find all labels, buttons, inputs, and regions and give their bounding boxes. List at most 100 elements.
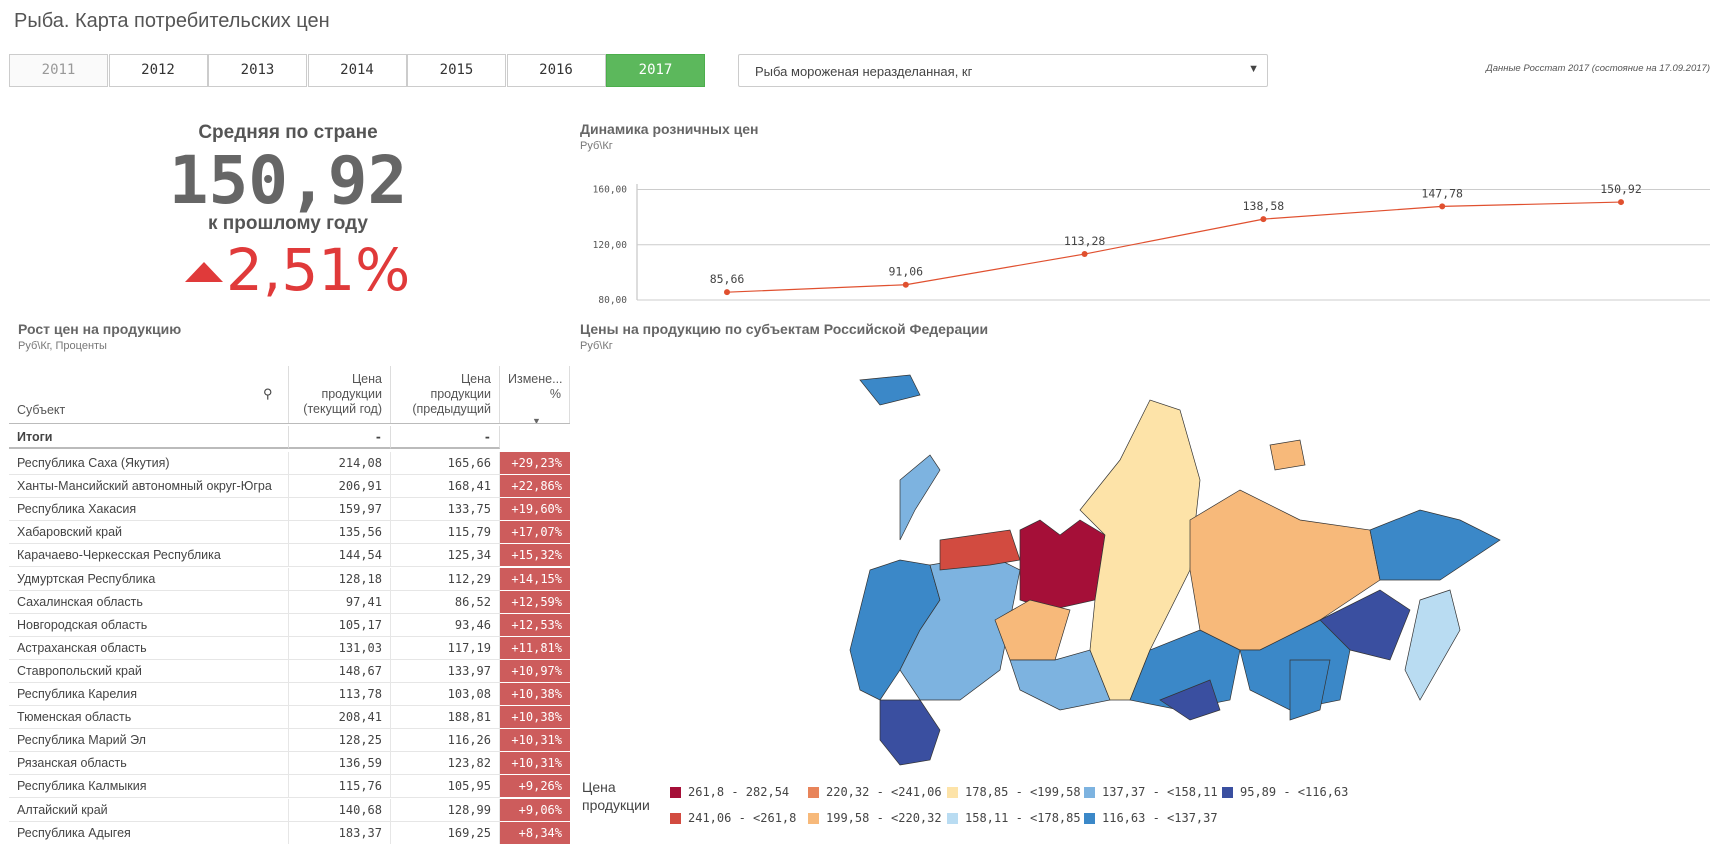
point	[724, 289, 730, 296]
header-rule	[9, 423, 570, 424]
year-tab[interactable]: 2013	[208, 54, 307, 87]
table-cell: Республика Карелия	[9, 683, 289, 706]
price-line	[726, 201, 1622, 293]
totals-cell: -	[391, 426, 500, 449]
table-cell: 144,54	[289, 544, 391, 568]
column-header[interactable]: Цена продукции (текущий год)	[289, 366, 391, 423]
sort-arrow: ▼	[532, 416, 541, 426]
change-cell: +17,07%	[500, 521, 570, 545]
point	[1081, 251, 1088, 258]
table-cell: Республика Адыгея	[9, 821, 289, 844]
value-label: 150,92	[1600, 182, 1642, 196]
value-label: 147,78	[1421, 186, 1463, 200]
value-label: 113,28	[1064, 234, 1106, 248]
table-cell: 208,41	[289, 706, 391, 730]
change-cell: +15,32%	[500, 544, 570, 568]
table-cell: 128,18	[289, 567, 391, 591]
table-cell: Ставропольский край	[9, 659, 289, 683]
table-cell: Тюменская область	[9, 706, 289, 730]
dropdown-arrow: ▼	[1248, 63, 1259, 75]
column-header[interactable]: Измене... %	[500, 366, 570, 423]
table-cell: 116,26	[391, 729, 500, 753]
change-cell: +11,81%	[500, 636, 570, 660]
table-cell: 103,08	[391, 683, 500, 706]
change-cell: +10,38%	[500, 706, 570, 730]
table-cell: Новгородская область	[9, 613, 289, 637]
legend-swatch	[1222, 787, 1233, 798]
legend-swatch	[947, 787, 958, 798]
table-cell: 136,59	[289, 752, 391, 776]
region	[1159, 679, 1221, 721]
table-cell: 128,25	[289, 729, 391, 753]
region	[899, 454, 941, 541]
legend-label: 220,32 - <241,06	[826, 785, 942, 799]
change-cell: +29,23%	[500, 452, 570, 475]
change-cell: +9,26%	[500, 775, 570, 799]
table-cell: Удмуртская Республика	[9, 567, 289, 591]
table-cell: 115,76	[289, 775, 391, 799]
table-cell: 140,68	[289, 798, 391, 822]
region	[939, 529, 1021, 571]
legend-swatch	[670, 813, 681, 824]
table-cell: 169,25	[391, 821, 500, 844]
table-cell: 123,82	[391, 752, 500, 776]
year-tab[interactable]: 2012	[108, 54, 208, 87]
legend-swatch	[808, 813, 819, 824]
year-tab[interactable]: 2017	[606, 54, 705, 87]
legend-swatch	[947, 813, 958, 824]
y-tick-label: 120,00	[593, 240, 628, 251]
source-note: Данные Росстат 2017 (состояние на 17.09.…	[1486, 63, 1710, 74]
value-label: 91,06	[888, 265, 923, 279]
up-arrow	[185, 262, 223, 282]
region	[1289, 659, 1331, 721]
year-tab[interactable]: 2016	[506, 54, 606, 87]
table-cell: 115,79	[391, 521, 500, 545]
dropdown-value: Рыба мороженая неразделанная, кг	[755, 64, 973, 79]
legend-label: 241,06 - <261,8	[688, 811, 797, 825]
line-subtitle: Руб\Кг	[580, 140, 613, 152]
table-cell: Ханты-Мансийский автономный округ-Югра	[9, 475, 289, 499]
table-cell: 117,19	[391, 636, 500, 660]
point	[1439, 203, 1446, 210]
table: Субъект Цена продукции (текущий год) Цена …	[9, 366, 570, 844]
table-cell: 148,67	[289, 659, 391, 683]
dropdown[interactable]: Рыба мороженая неразделанная, кг ▼	[738, 54, 1268, 87]
legend-label: 158,11 - <178,85	[965, 811, 1081, 825]
legend-swatch	[1084, 813, 1095, 824]
table-cell: Хабаровский край	[9, 521, 289, 545]
table-cell: 131,03	[289, 636, 391, 660]
y-tick-label: 160,00	[593, 185, 628, 196]
change-cell: +14,15%	[500, 567, 570, 591]
table-cell: 112,29	[391, 567, 500, 591]
map	[849, 374, 1501, 766]
legend-label: 95,89 - <116,63	[1240, 785, 1349, 799]
legend-swatch	[1084, 787, 1095, 798]
table-cell: Республика Марий Эл	[9, 729, 289, 753]
search-icon: ⚲	[263, 386, 273, 401]
year-tab[interactable]: 2015	[407, 54, 506, 87]
table-cell: Рязанская область	[9, 752, 289, 776]
column-header[interactable]: Цена продукции (предыдущий	[391, 366, 500, 423]
table-cell: 183,37	[289, 821, 391, 844]
map-title: Цены на продукцию по субъектам Российско…	[580, 321, 989, 337]
table-cell: 165,66	[391, 452, 500, 475]
page-title: Рыба. Карта потребительских цен	[14, 10, 330, 32]
legend-label: 137,37 - <158,11	[1102, 785, 1218, 799]
change-cell: +10,31%	[500, 729, 570, 753]
point	[1618, 199, 1624, 206]
region	[879, 699, 941, 766]
change-cell: +12,53%	[500, 613, 570, 637]
value-label: 138,58	[1243, 199, 1285, 213]
map-subtitle: Руб\Кг	[580, 340, 613, 352]
year-tab[interactable]: 2011	[9, 54, 108, 87]
year-tab[interactable]: 2014	[307, 54, 407, 87]
region	[994, 599, 1071, 661]
table-cell: 206,91	[289, 475, 391, 499]
table-cell: 128,99	[391, 798, 500, 822]
table-cell: Республика Калмыкия	[9, 775, 289, 799]
legend-label: 199,58 - <220,32	[826, 811, 942, 825]
change-cell: +10,97%	[500, 659, 570, 683]
change-cell: +9,06%	[500, 798, 570, 822]
point	[902, 281, 909, 288]
